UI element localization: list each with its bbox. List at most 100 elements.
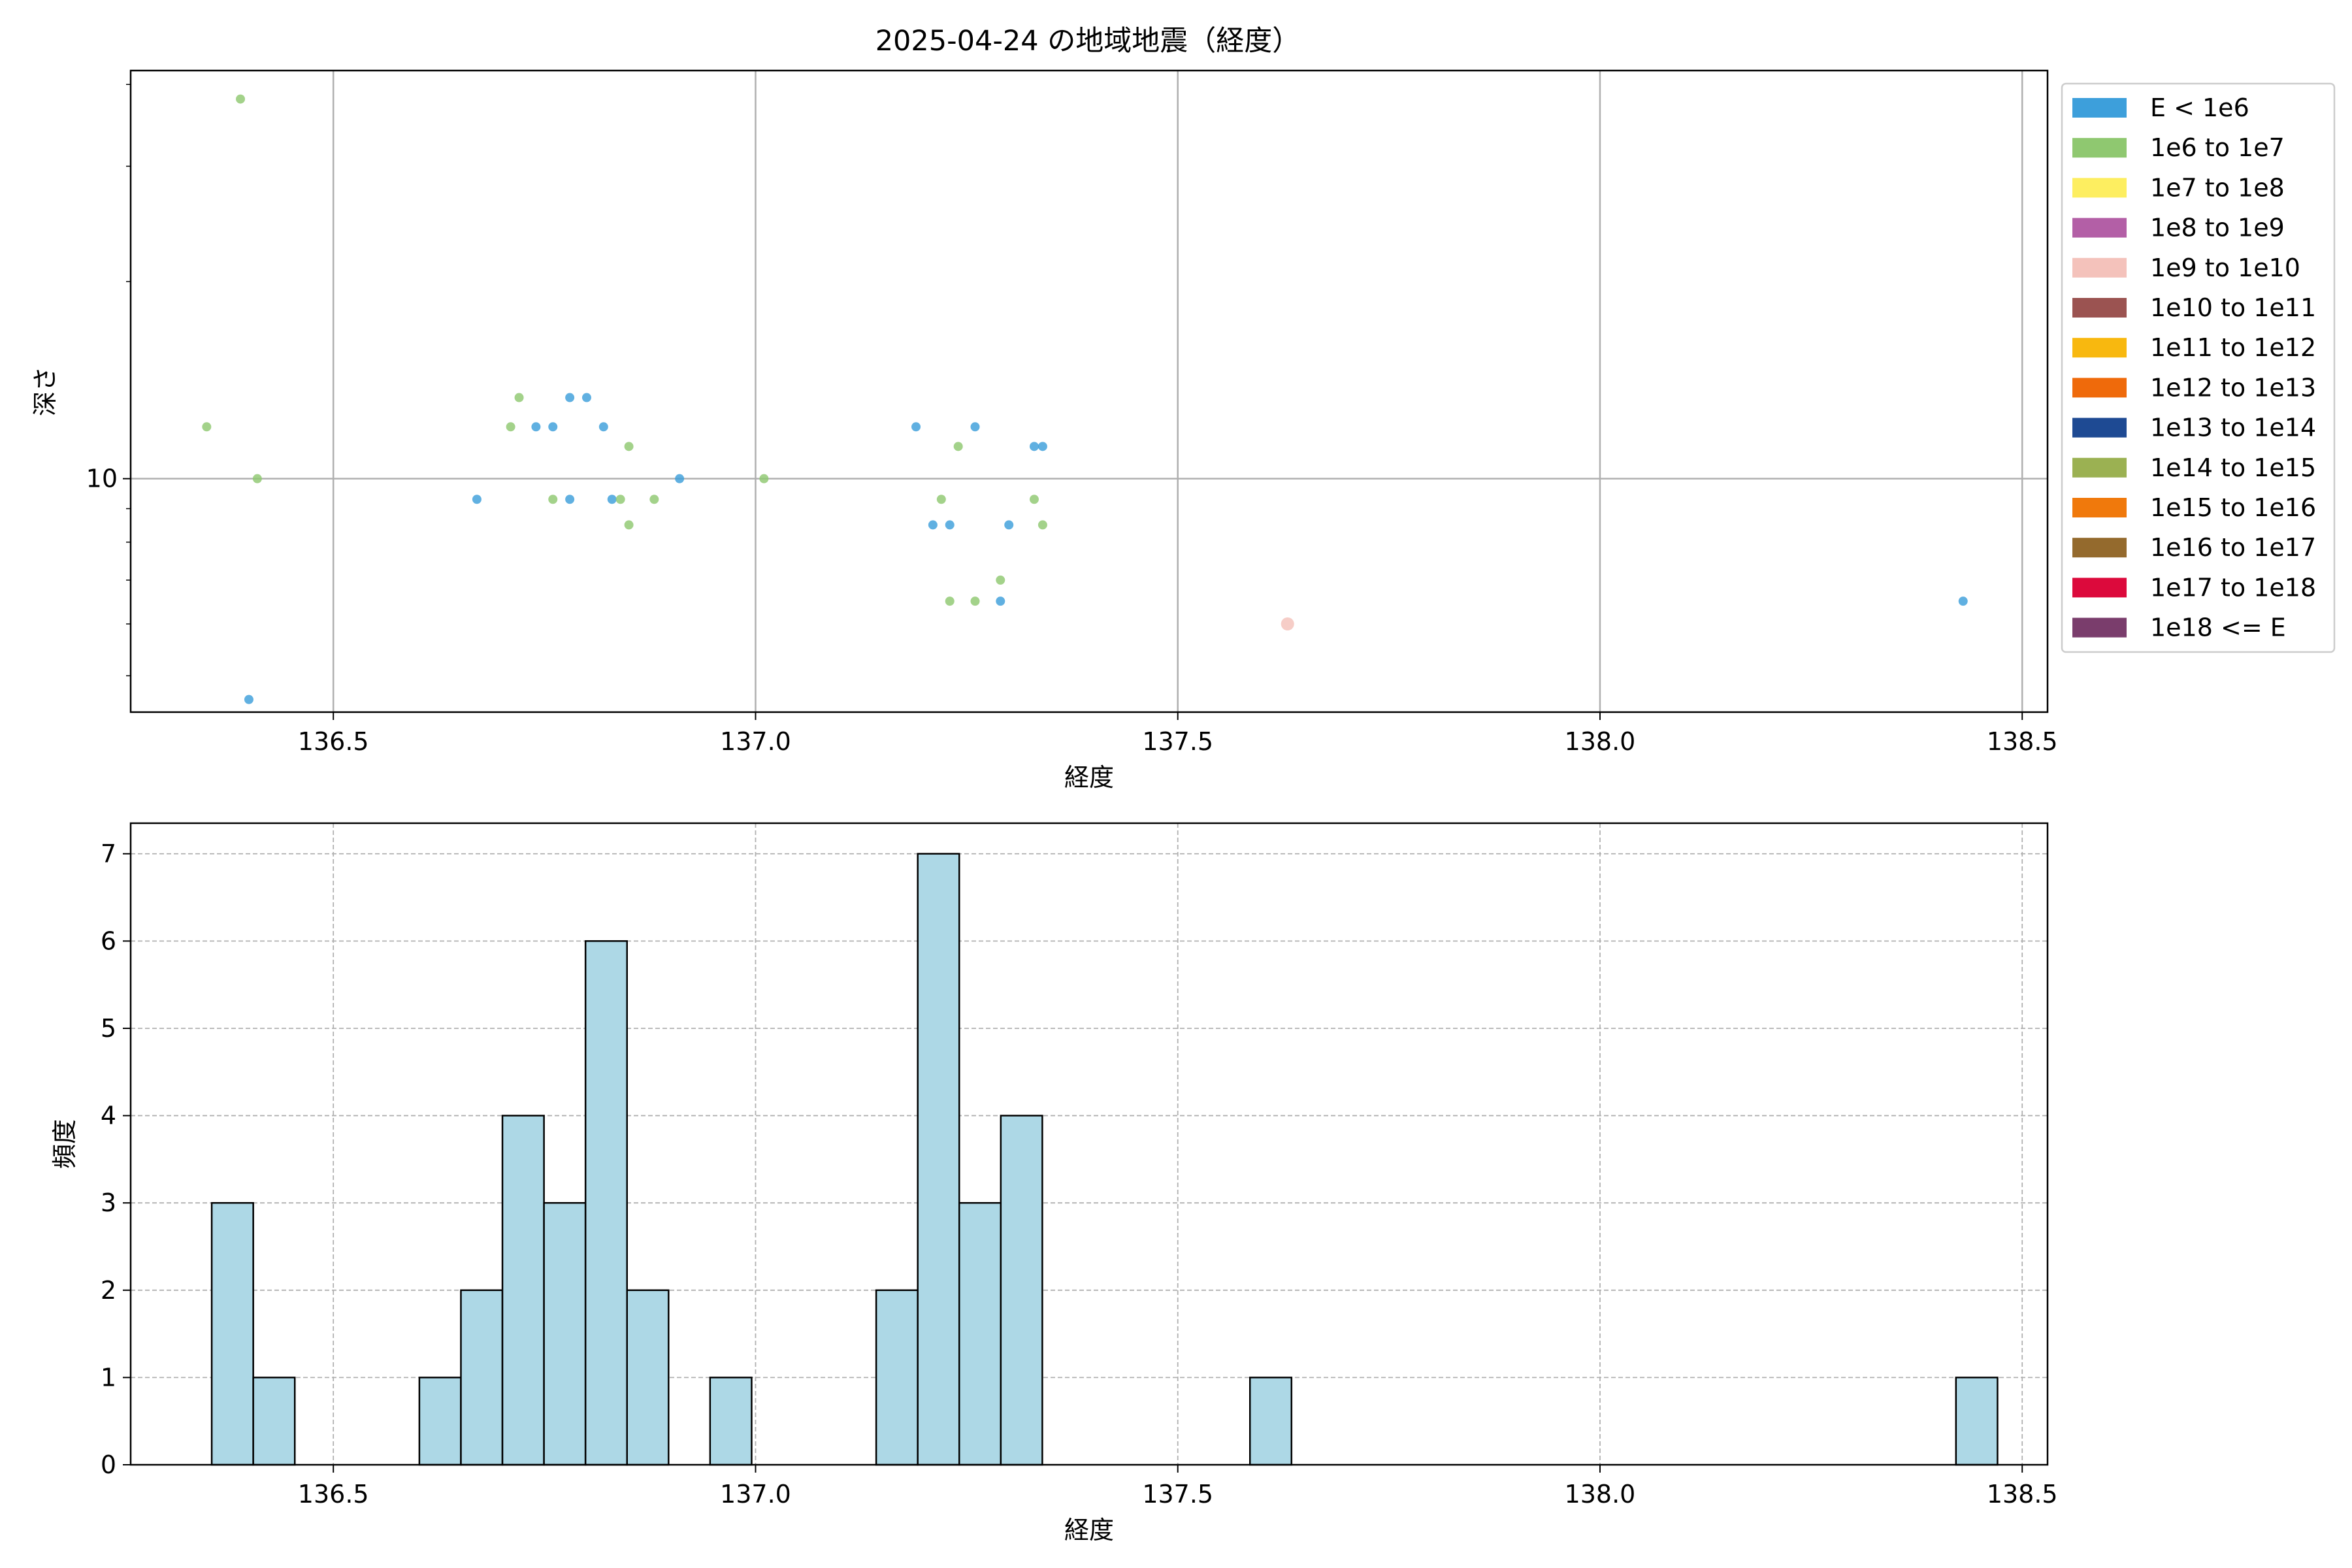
scatter-point bbox=[970, 422, 980, 432]
scatter-point bbox=[472, 495, 482, 504]
scatter-point bbox=[624, 520, 634, 530]
histogram-y-tick-label: 4 bbox=[101, 1102, 116, 1130]
legend-label: 1e16 to 1e17 bbox=[2150, 533, 2316, 562]
scatter-point bbox=[945, 596, 955, 606]
scatter-point bbox=[236, 94, 246, 104]
scatter-point bbox=[675, 474, 685, 483]
scatter-point bbox=[945, 520, 955, 530]
legend-items: E < 1e6 1e6 to 1e7 1e7 to 1e8 1e8 to 1e9 1e9… bbox=[2072, 93, 2316, 642]
histogram-y-tick-label: 5 bbox=[101, 1014, 116, 1043]
scatter-x-tick-label: 138.5 bbox=[1987, 727, 2058, 756]
scatter-point bbox=[759, 474, 769, 483]
scatter-point bbox=[911, 422, 921, 432]
scatter-point bbox=[548, 495, 558, 504]
scatter-y-ticks: 10 bbox=[86, 84, 131, 677]
legend-swatch bbox=[2072, 98, 2127, 118]
legend-swatch bbox=[2072, 457, 2127, 478]
scatter-point bbox=[202, 422, 212, 432]
histogram-y-tick-label: 2 bbox=[101, 1276, 116, 1305]
scatter-x-tick-label: 137.0 bbox=[720, 727, 791, 756]
histogram-x-ticks: 136.5 137.0 137.5 138.0 138.5 bbox=[298, 1465, 2058, 1509]
histogram-y-tick-label: 3 bbox=[101, 1188, 116, 1217]
histogram-bar bbox=[1000, 1115, 1043, 1466]
scatter-point bbox=[1958, 596, 1968, 606]
scatter-point bbox=[1281, 617, 1294, 630]
scatter-point bbox=[1037, 520, 1047, 530]
scatter-point bbox=[970, 596, 980, 606]
histogram-y-tick-label: 7 bbox=[101, 840, 116, 868]
histogram-x-tick-label: 137.0 bbox=[720, 1480, 791, 1509]
legend-swatch bbox=[2072, 178, 2127, 198]
scatter-point bbox=[624, 442, 634, 451]
scatter-point bbox=[1004, 520, 1014, 530]
scatter-point bbox=[531, 422, 541, 432]
scatter-point bbox=[1037, 442, 1047, 451]
legend-label: 1e9 to 1e10 bbox=[2150, 253, 2300, 282]
histogram-y-axis-label: 頻度 bbox=[50, 1119, 79, 1169]
histogram-bar bbox=[501, 1115, 545, 1466]
scatter-point bbox=[252, 474, 262, 483]
scatter-point bbox=[565, 393, 575, 402]
scatter-point bbox=[928, 520, 938, 530]
legend-swatch bbox=[2072, 138, 2127, 158]
scatter-point bbox=[996, 596, 1005, 606]
histogram-gridlines bbox=[131, 823, 2048, 1465]
legend-swatch bbox=[2072, 498, 2127, 517]
scatter-point bbox=[996, 575, 1005, 585]
legend-swatch bbox=[2072, 257, 2127, 278]
legend-label: 1e15 to 1e16 bbox=[2150, 493, 2316, 522]
scatter-point bbox=[506, 422, 515, 432]
histogram-bar bbox=[584, 940, 628, 1466]
scatter-y-axis-label: 深さ bbox=[31, 367, 59, 416]
legend-swatch bbox=[2072, 218, 2127, 238]
legend-label: 1e11 to 1e12 bbox=[2150, 333, 2316, 362]
scatter-x-tick-label: 138.0 bbox=[1565, 727, 1636, 756]
legend-swatch bbox=[2072, 338, 2127, 358]
scatter-gridlines bbox=[131, 71, 2048, 712]
scatter-y-tick-label: 10 bbox=[86, 465, 118, 493]
legend-swatch bbox=[2072, 578, 2127, 598]
histogram-bar bbox=[709, 1377, 753, 1466]
scatter-point bbox=[1029, 442, 1039, 451]
histogram-frame bbox=[129, 822, 2049, 1466]
histogram-y-tick-label: 1 bbox=[101, 1363, 116, 1392]
histogram-bar bbox=[875, 1289, 919, 1466]
legend: E < 1e6 1e6 to 1e7 1e7 to 1e8 1e8 to 1e9 1e9… bbox=[2061, 82, 2336, 653]
scatter-point bbox=[548, 422, 558, 432]
histogram-bar bbox=[543, 1201, 587, 1466]
histogram-x-tick-label: 138.0 bbox=[1565, 1480, 1636, 1509]
legend-label: 1e17 to 1e18 bbox=[2150, 573, 2316, 602]
legend-label: E < 1e6 bbox=[2150, 93, 2249, 122]
histogram-x-tick-label: 136.5 bbox=[298, 1480, 369, 1509]
histogram-x-tick-label: 138.5 bbox=[1987, 1480, 2058, 1509]
histogram-bars bbox=[210, 853, 1999, 1466]
scatter-x-tick-label: 136.5 bbox=[298, 727, 369, 756]
scatter-point bbox=[1029, 495, 1039, 504]
histogram-y-tick-label: 0 bbox=[101, 1450, 116, 1479]
legend-label: 1e12 to 1e13 bbox=[2150, 373, 2316, 402]
histogram-bar bbox=[418, 1377, 462, 1466]
legend-label: 1e18 <= E bbox=[2150, 613, 2286, 642]
histogram-bar bbox=[626, 1289, 670, 1466]
histogram-bar bbox=[1249, 1377, 1293, 1466]
legend-swatch bbox=[2072, 378, 2127, 398]
histogram-bar bbox=[917, 853, 960, 1466]
scatter-point bbox=[244, 694, 253, 704]
histogram-y-tick-label: 6 bbox=[101, 926, 116, 955]
scatter-point bbox=[649, 495, 659, 504]
histogram-bar bbox=[1955, 1377, 1999, 1466]
legend-label: 1e7 to 1e8 bbox=[2150, 173, 2285, 202]
scatter-point bbox=[598, 422, 608, 432]
legend-swatch bbox=[2072, 298, 2127, 318]
scatter-point bbox=[936, 495, 946, 504]
scatter-points bbox=[202, 94, 1968, 704]
legend-label: 1e13 to 1e14 bbox=[2150, 414, 2316, 442]
scatter-point bbox=[514, 393, 524, 402]
legend-label: 1e8 to 1e9 bbox=[2150, 214, 2285, 242]
scatter-point bbox=[565, 495, 575, 504]
scatter-x-axis-label: 経度 bbox=[1064, 763, 1114, 792]
histogram-bar bbox=[958, 1201, 1002, 1466]
figure-title: 2025-04-24 の地域地震（経度） bbox=[875, 25, 1301, 57]
scatter-x-ticks: 136.5 137.0 137.5 138.0 138.5 bbox=[298, 712, 2058, 756]
histogram-x-axis-label: 経度 bbox=[1064, 1516, 1114, 1544]
